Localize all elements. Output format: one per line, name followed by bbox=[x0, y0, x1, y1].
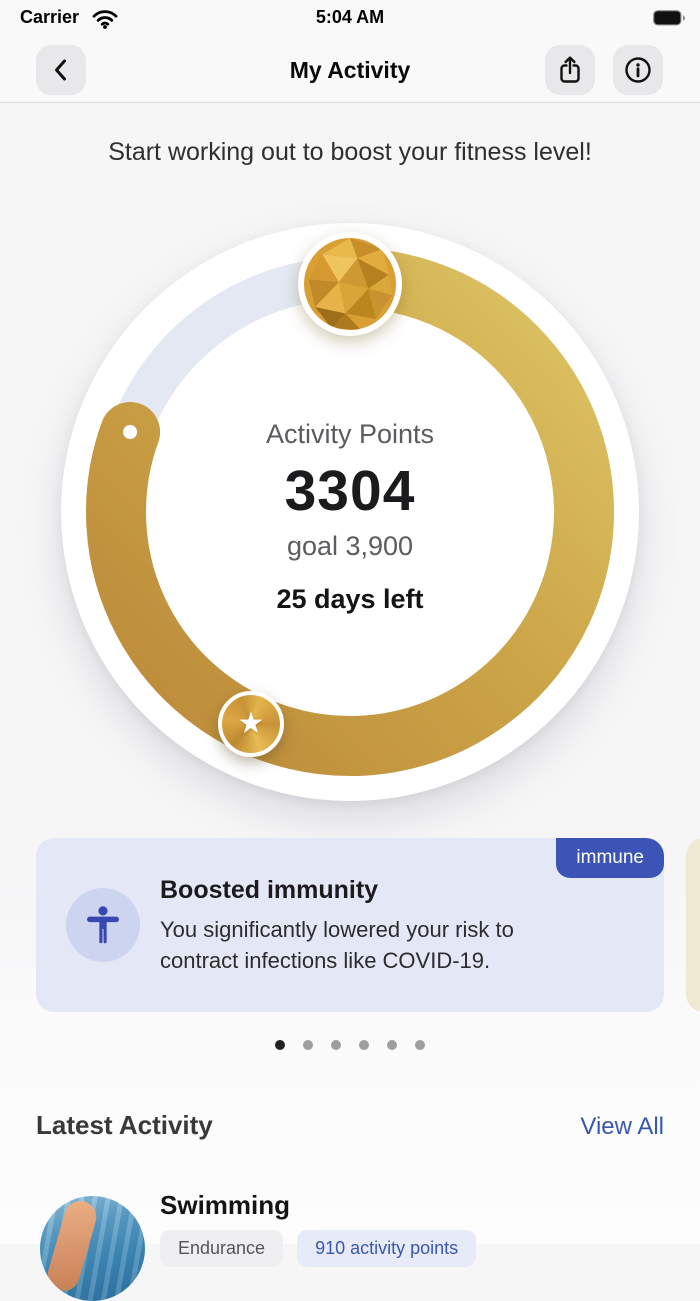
carousel-dot[interactable] bbox=[359, 1040, 369, 1050]
activity-ring: Activity Points 3304 goal 3,900 25 days … bbox=[61, 223, 639, 801]
activity-tags: Endurance 910 activity points bbox=[160, 1230, 477, 1267]
immune-badge: immune bbox=[556, 838, 664, 878]
carousel-dot[interactable] bbox=[415, 1040, 425, 1050]
wifi-icon bbox=[92, 9, 118, 34]
ring-progress-arc bbox=[86, 248, 614, 776]
person-icon-circle bbox=[66, 888, 140, 962]
immunity-card[interactable]: immune Boosted immunity You significantl… bbox=[36, 838, 664, 1012]
latest-activity-header: Latest Activity View All bbox=[36, 1110, 664, 1141]
star-badge-icon: ★ bbox=[218, 691, 284, 757]
carousel-dots bbox=[0, 1040, 700, 1050]
back-button[interactable] bbox=[36, 45, 86, 95]
info-button[interactable] bbox=[613, 45, 663, 95]
star-icon: ★ bbox=[237, 707, 265, 740]
tag-endurance: Endurance bbox=[160, 1230, 284, 1267]
carousel-dot[interactable] bbox=[331, 1040, 341, 1050]
immunity-title: Boosted immunity bbox=[160, 876, 379, 904]
goal-label: goal 3,900 bbox=[286, 531, 414, 561]
activity-points-value: 3304 bbox=[284, 459, 416, 523]
carousel-dot[interactable] bbox=[275, 1040, 285, 1050]
activity-title: Swimming bbox=[160, 1190, 291, 1220]
days-left-label: 25 days left bbox=[276, 584, 424, 614]
view-all-link[interactable]: View All bbox=[580, 1113, 664, 1140]
ring-label: Activity Points bbox=[265, 419, 435, 449]
immunity-body: You significantly lowered your risk to c… bbox=[160, 917, 514, 973]
page-title: My Activity bbox=[289, 57, 411, 83]
status-bar: Carrier 5:04 AM bbox=[0, 0, 700, 40]
next-carousel-card-peek[interactable] bbox=[686, 838, 700, 1012]
motivation-headline: Start working out to boost your fitness … bbox=[108, 138, 592, 166]
latest-activity-title: Latest Activity bbox=[36, 1110, 213, 1140]
person-icon bbox=[87, 906, 119, 944]
swimming-photo bbox=[40, 1196, 145, 1301]
carousel-dot[interactable] bbox=[303, 1040, 313, 1050]
nav-bar: My Activity bbox=[0, 40, 700, 103]
tag-activity-points: 910 activity points bbox=[297, 1230, 477, 1267]
carousel-dot[interactable] bbox=[387, 1040, 397, 1050]
ring-end-dot bbox=[123, 425, 138, 439]
status-time: 5:04 AM bbox=[315, 7, 385, 27]
ring-center-readout: Activity Points 3304 goal 3,900 25 days … bbox=[61, 419, 639, 615]
battery-icon bbox=[653, 10, 686, 31]
share-button[interactable] bbox=[545, 45, 595, 95]
carrier-label: Carrier bbox=[20, 7, 80, 27]
gold-medal-icon bbox=[298, 232, 402, 336]
